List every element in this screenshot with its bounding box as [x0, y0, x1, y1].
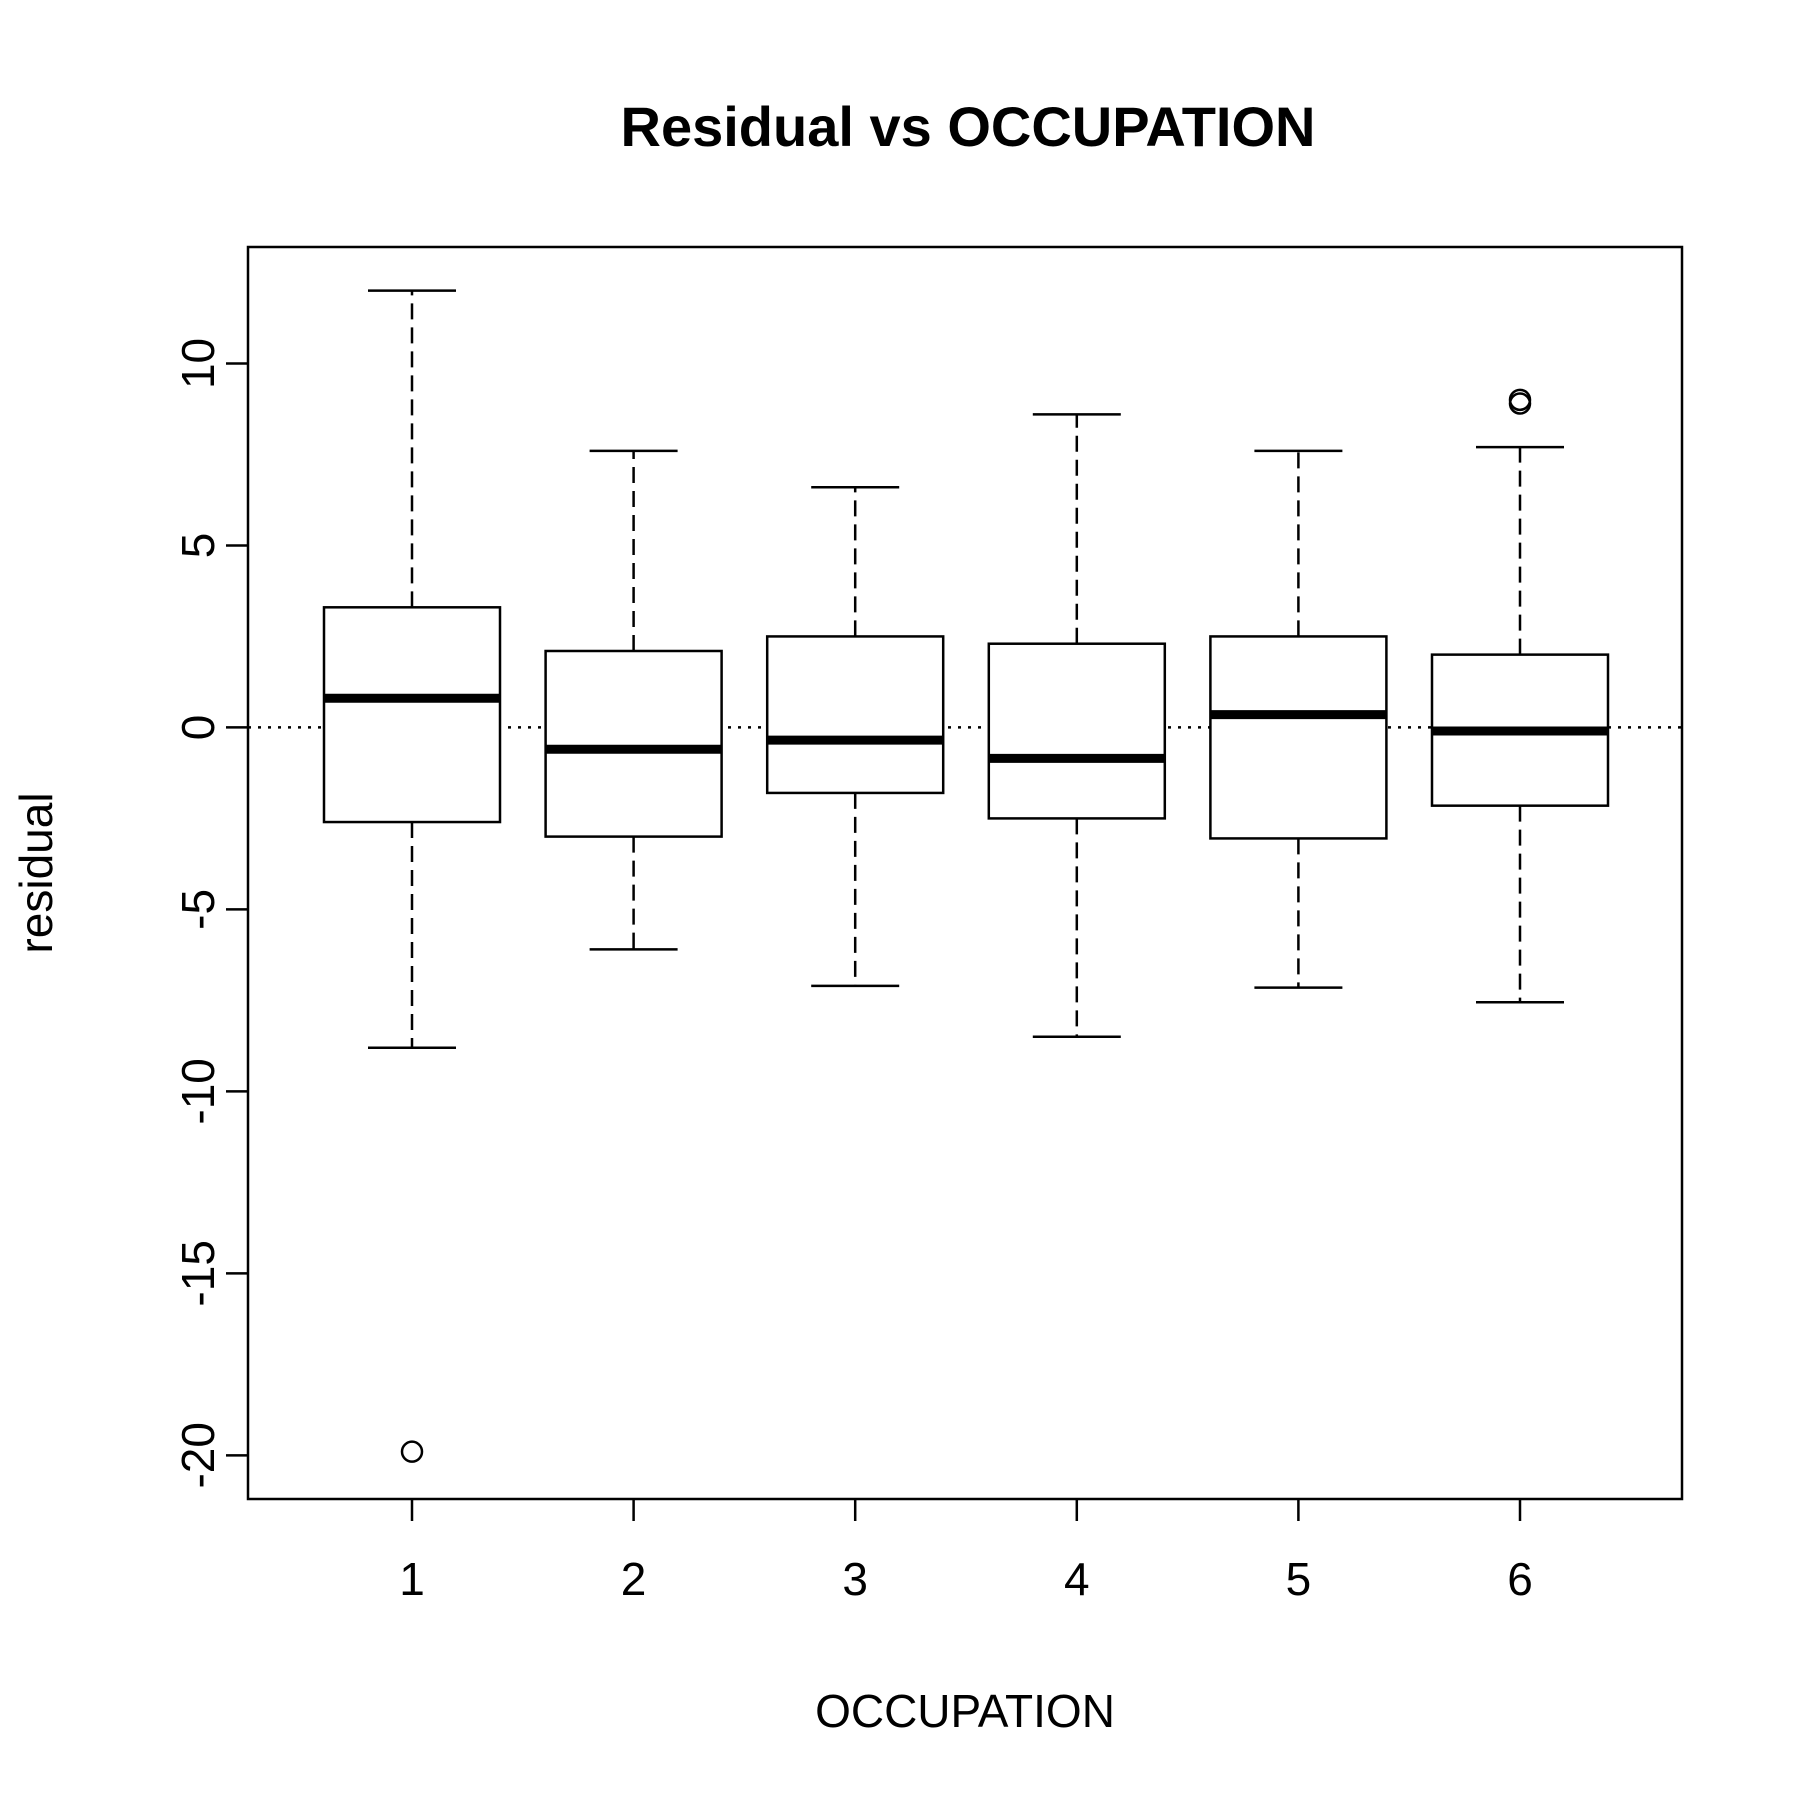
- x-tick-label: 1: [399, 1553, 425, 1605]
- y-tick-label: -10: [172, 1058, 224, 1124]
- x-tick-label: 6: [1507, 1553, 1533, 1605]
- plot-frame: [246, 245, 1684, 1501]
- box-iqr: [1209, 635, 1388, 840]
- box-group-2: 2: [544, 449, 723, 1605]
- y-tick-label: -15: [172, 1240, 224, 1306]
- box-iqr: [987, 642, 1167, 820]
- x-tick-label: 2: [621, 1553, 647, 1605]
- x-tick-label: 4: [1064, 1553, 1090, 1605]
- box-group-5: 5: [1209, 449, 1388, 1605]
- box-group-6: 6: [1430, 388, 1610, 1605]
- y-tick-label: 10: [172, 338, 224, 389]
- box-iqr: [322, 606, 502, 824]
- box-group-3: 3: [765, 485, 945, 1605]
- y-tick-label: -5: [172, 889, 224, 930]
- y-axis-label: residual: [10, 792, 62, 953]
- y-tick-label: 0: [172, 715, 224, 741]
- box-iqr: [544, 649, 723, 838]
- x-tick-label: 5: [1286, 1553, 1312, 1605]
- x-axis-label: OCCUPATION: [815, 1685, 1115, 1737]
- x-tick-label: 3: [842, 1553, 868, 1605]
- box-group-1: 1: [322, 289, 502, 1605]
- outlier-point: [1508, 388, 1532, 412]
- outlier-point: [400, 1440, 424, 1463]
- chart-title: Residual vs OCCUPATION: [621, 95, 1316, 158]
- box-iqr: [765, 635, 945, 795]
- y-tick-label: -20: [172, 1422, 224, 1488]
- chart-marks: -20 -15 -10 -5 0 5 10 1 2 3 4 5 6: [172, 289, 1682, 1605]
- box-group-4: 4: [987, 413, 1167, 1605]
- y-tick-label: 5: [172, 533, 224, 559]
